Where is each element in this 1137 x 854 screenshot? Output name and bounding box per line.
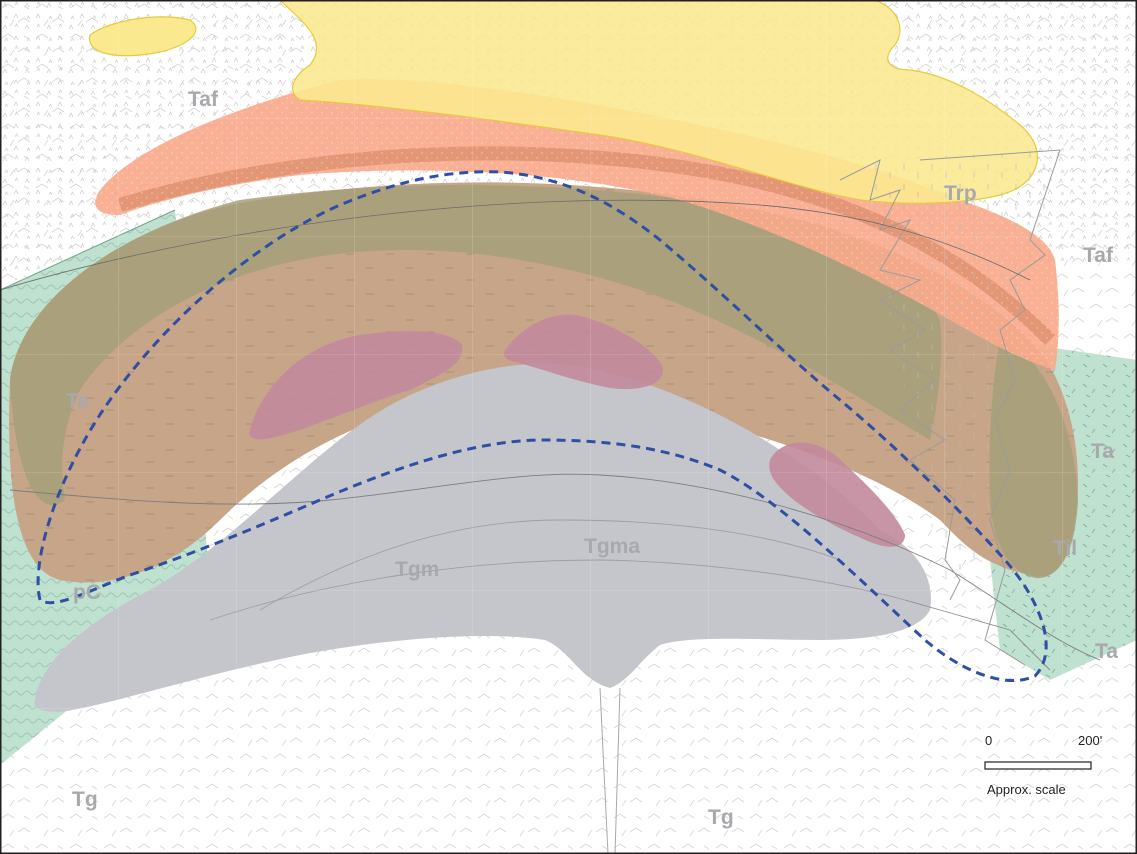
label-til: Til — [1053, 537, 1077, 560]
label-tg-center: Tg — [708, 806, 734, 829]
label-taf-left: Taf — [188, 88, 219, 111]
label-tgma: Tgma — [584, 535, 640, 558]
scale-end-label: 200' — [1078, 733, 1102, 748]
label-pc: pC — [73, 581, 101, 604]
scale-start-label: 0 — [985, 733, 992, 748]
label-tg-left: Tg — [72, 788, 98, 811]
scale-bar-rectangle — [984, 761, 1092, 770]
label-tgm: Tgm — [395, 558, 439, 581]
scale-caption: Approx. scale — [987, 782, 1066, 797]
scale-bar: 0 200' Approx. scale — [984, 733, 1102, 797]
label-taf-right: Taf — [1083, 244, 1114, 267]
label-ta-left: Ta — [66, 390, 89, 413]
label-ta-right-lower: Ta — [1095, 640, 1118, 663]
label-trp: Trp — [944, 182, 977, 205]
label-ta-right-upper: Ta — [1091, 440, 1114, 463]
ore-body-outline — [36, 170, 1048, 682]
